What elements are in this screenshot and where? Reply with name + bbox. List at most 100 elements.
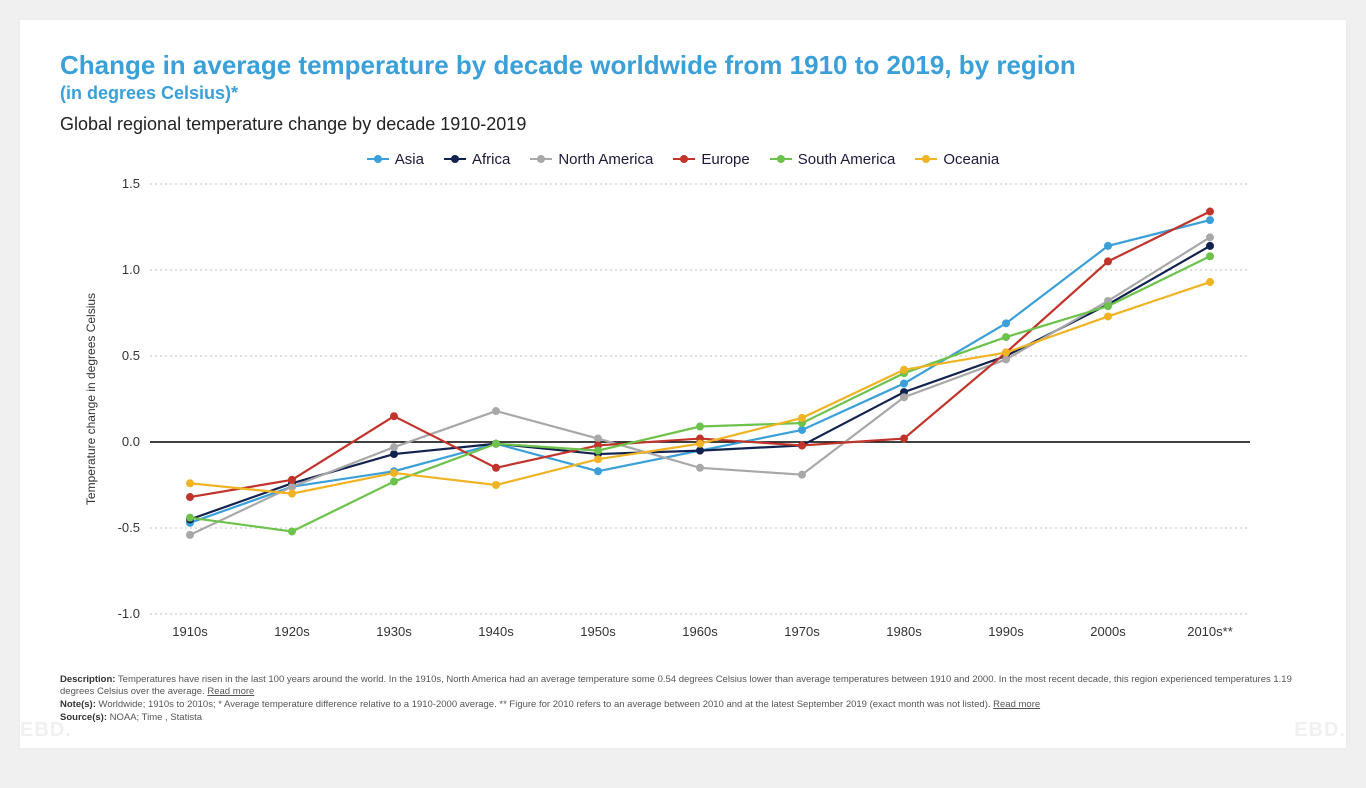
- legend-item-north-america: North America: [530, 151, 653, 168]
- data-point: [900, 393, 908, 401]
- svg-text:1950s: 1950s: [580, 624, 616, 639]
- chart-area: Asia Africa North America Europe South Ameri…: [60, 147, 1306, 664]
- data-point: [186, 493, 194, 501]
- legend-label: Africa: [472, 151, 510, 168]
- data-point: [186, 530, 194, 538]
- legend-item-europe: Europe: [673, 151, 749, 168]
- chart-legend: Asia Africa North America Europe South Ameri…: [60, 147, 1306, 168]
- data-point: [288, 475, 296, 483]
- watermark-left: EBD.: [20, 719, 72, 742]
- data-point: [798, 425, 806, 433]
- svg-text:1960s: 1960s: [682, 624, 718, 639]
- data-point: [696, 439, 704, 447]
- svg-text:1920s: 1920s: [274, 624, 310, 639]
- data-point: [1002, 333, 1010, 341]
- svg-text:1970s: 1970s: [784, 624, 820, 639]
- svg-text:1.5: 1.5: [122, 176, 140, 191]
- series-line-oceania: [190, 282, 1210, 494]
- svg-text:1980s: 1980s: [886, 624, 922, 639]
- data-point: [492, 481, 500, 489]
- data-point: [1104, 241, 1112, 249]
- data-point: [900, 365, 908, 373]
- data-point: [696, 422, 704, 430]
- data-point: [594, 446, 602, 454]
- data-point: [492, 407, 500, 415]
- legend-item-south-america: South America: [770, 151, 896, 168]
- data-point: [1206, 252, 1214, 260]
- series-line-north-america: [190, 237, 1210, 535]
- data-point: [1002, 319, 1010, 327]
- data-point: [1002, 355, 1010, 363]
- legend-item-oceania: Oceania: [915, 151, 999, 168]
- data-point: [390, 450, 398, 458]
- svg-text:1990s: 1990s: [988, 624, 1024, 639]
- legend-item-asia: Asia: [367, 151, 424, 168]
- data-point: [594, 434, 602, 442]
- svg-text:-1.0: -1.0: [118, 606, 140, 621]
- data-point: [1206, 207, 1214, 215]
- read-more-link-2[interactable]: Read more: [993, 699, 1040, 710]
- svg-text:1910s: 1910s: [172, 624, 208, 639]
- svg-text:Temperature change in degrees: Temperature change in degrees Celsius: [84, 292, 98, 504]
- data-point: [798, 413, 806, 421]
- chart-subtitle-unit: (in degrees Celsius)*: [60, 83, 1306, 104]
- data-point: [492, 439, 500, 447]
- notes-text: Worldwide; 1910s to 2010s; * Average tem…: [99, 699, 991, 710]
- notes-label: Note(s):: [60, 699, 96, 710]
- legend-swatch: [915, 158, 937, 160]
- data-point: [900, 379, 908, 387]
- data-point: [1206, 278, 1214, 286]
- footer-notes: Description: Temperatures have risen in …: [60, 674, 1306, 725]
- data-point: [696, 463, 704, 471]
- legend-label: Asia: [395, 151, 424, 168]
- data-point: [492, 463, 500, 471]
- svg-text:2000s: 2000s: [1090, 624, 1126, 639]
- data-point: [798, 441, 806, 449]
- watermark-right: EBD.: [1294, 719, 1346, 742]
- data-point: [1104, 312, 1112, 320]
- series-line-asia: [190, 220, 1210, 523]
- legend-swatch: [530, 158, 552, 160]
- data-point: [1104, 302, 1112, 310]
- data-point: [186, 513, 194, 521]
- data-point: [900, 434, 908, 442]
- legend-label: Europe: [701, 151, 749, 168]
- svg-text:0.5: 0.5: [122, 348, 140, 363]
- data-point: [1206, 241, 1214, 249]
- data-point: [186, 479, 194, 487]
- data-point: [1206, 216, 1214, 224]
- chart-subtitle-desc: Global regional temperature change by de…: [60, 114, 1306, 135]
- data-point: [1104, 257, 1112, 265]
- data-point: [696, 446, 704, 454]
- svg-text:2010s**: 2010s**: [1187, 624, 1233, 639]
- read-more-link[interactable]: Read more: [207, 686, 254, 697]
- svg-text:1930s: 1930s: [376, 624, 412, 639]
- data-point: [1206, 233, 1214, 241]
- data-point: [798, 470, 806, 478]
- svg-text:1.0: 1.0: [122, 262, 140, 277]
- data-point: [390, 477, 398, 485]
- data-point: [1002, 348, 1010, 356]
- legend-item-africa: Africa: [444, 151, 510, 168]
- legend-swatch: [444, 158, 466, 160]
- legend-swatch: [770, 158, 792, 160]
- legend-swatch: [367, 158, 389, 160]
- data-point: [594, 467, 602, 475]
- svg-text:0.0: 0.0: [122, 434, 140, 449]
- data-point: [288, 489, 296, 497]
- data-point: [390, 443, 398, 451]
- sources-text: NOAA; Time , Statista: [110, 712, 202, 723]
- svg-text:1940s: 1940s: [478, 624, 514, 639]
- legend-label: South America: [798, 151, 896, 168]
- data-point: [288, 482, 296, 490]
- desc-label: Description:: [60, 674, 115, 685]
- series-line-south-america: [190, 256, 1210, 531]
- legend-swatch: [673, 158, 695, 160]
- data-point: [288, 527, 296, 535]
- legend-label: Oceania: [943, 151, 999, 168]
- data-point: [390, 468, 398, 476]
- line-chart: -1.0 -0.5 0.0 0.5 1.0 1.5 1910s 1920s 1930s 1940s…: [60, 174, 1310, 664]
- chart-title: Change in average temperature by decade …: [60, 50, 1306, 81]
- svg-text:-0.5: -0.5: [118, 520, 140, 535]
- data-point: [390, 412, 398, 420]
